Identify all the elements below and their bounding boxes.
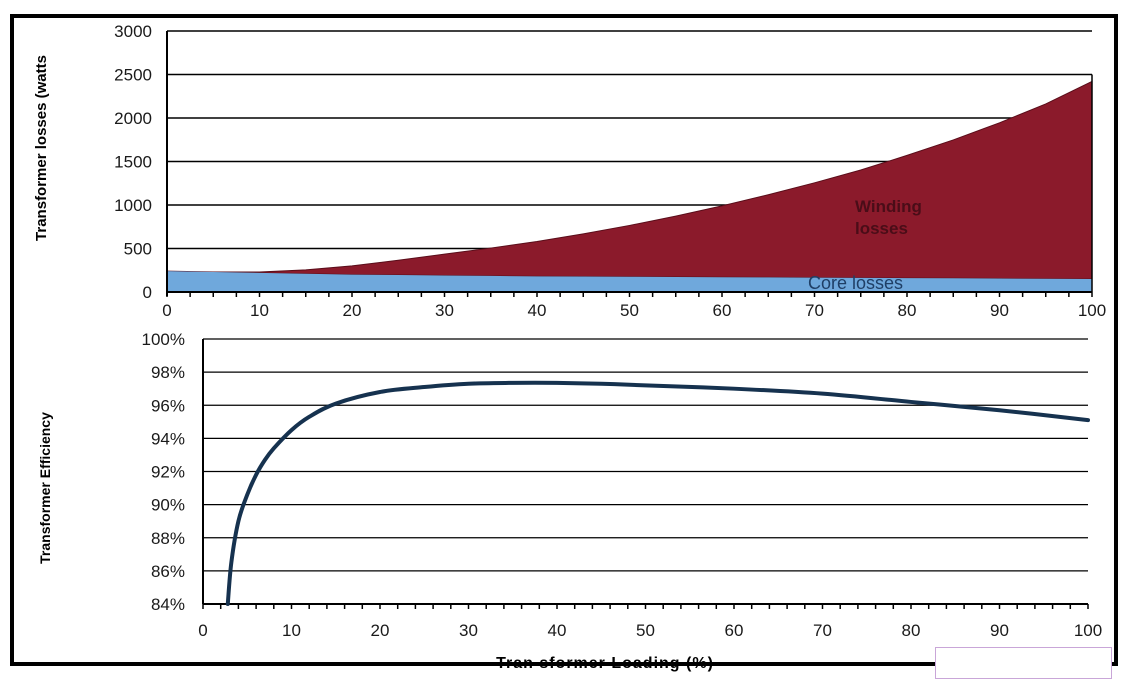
losses-y-tick-label: 2000 [114, 109, 152, 128]
losses-axes [166, 31, 1093, 297]
corner-box [935, 647, 1112, 679]
efficiency-chart: 84% 86% 88% 90% 92% 94% 96% 98% 100% 0 10 20 30 40 50… [37, 330, 1102, 672]
efficiency-x-tick-label: 50 [636, 621, 655, 640]
losses-x-tick-label: 50 [620, 301, 639, 320]
efficiency-x-tick-label: 60 [725, 621, 744, 640]
efficiency-x-tick-label: 10 [282, 621, 301, 640]
losses-y-tick-label: 1000 [114, 196, 152, 215]
efficiency-y-ticks: 84% 86% 88% 90% 92% 94% 96% 98% 100% [142, 330, 185, 614]
winding-losses-annotation-line1: Winding losses [855, 197, 922, 238]
efficiency-x-tick-label: 0 [198, 621, 207, 640]
losses-x-tick-label: 10 [250, 301, 269, 320]
efficiency-x-tick-label: 80 [902, 621, 921, 640]
efficiency-y-tick-label: 92% [151, 463, 185, 482]
losses-x-tick-label: 0 [162, 301, 171, 320]
efficiency-x-tick-label: 30 [459, 621, 478, 640]
losses-x-tick-label: 40 [528, 301, 547, 320]
losses-y-tick-label: 3000 [114, 22, 152, 41]
efficiency-line [225, 380, 1090, 606]
efficiency-y-tick-label: 86% [151, 562, 185, 581]
losses-y-ticks: 0 500 1000 1500 2000 2500 3000 [114, 22, 152, 302]
losses-x-tick-label: 20 [343, 301, 362, 320]
losses-y-tick-label: 2500 [114, 66, 152, 85]
core-losses-annotation: Core losses [808, 273, 903, 293]
losses-x-tick-label: 90 [990, 301, 1009, 320]
efficiency-gridlines [203, 338, 1088, 572]
losses-x-tick-label: 70 [805, 301, 824, 320]
efficiency-y-tick-label: 98% [151, 363, 185, 382]
losses-x-tick-label: 80 [898, 301, 917, 320]
losses-x-tick-label: 100 [1078, 301, 1106, 320]
losses-y-tick-label: 0 [143, 283, 152, 302]
efficiency-y-tick-label: 100% [142, 330, 185, 349]
efficiency-y-tick-label: 96% [151, 396, 185, 415]
efficiency-x-ticks: 0 10 20 30 40 50 60 70 80 90 100 [198, 621, 1102, 640]
efficiency-y-axis-title: Transformer Efficiency [37, 412, 53, 564]
efficiency-x-tick-label: 70 [813, 621, 832, 640]
efficiency-y-tick-label: 94% [151, 429, 185, 448]
losses-y-axis-title: Transformer losses (watts [33, 55, 50, 241]
efficiency-curve [225, 380, 1090, 606]
efficiency-x-tick-label: 90 [990, 621, 1009, 640]
losses-x-ticks: 0 10 20 30 40 50 60 70 80 90 100 [162, 301, 1106, 320]
efficiency-x-tick-label: 40 [548, 621, 567, 640]
losses-y-tick-label: 500 [124, 240, 152, 259]
losses-x-tick-label: 60 [713, 301, 732, 320]
efficiency-x-tick-label: 100 [1074, 621, 1102, 640]
efficiency-axes [202, 339, 1089, 609]
losses-chart: 0 500 1000 1500 2000 2500 3000 0 10 20 30 40 50 60 70… [33, 22, 1106, 320]
losses-y-tick-label: 1500 [114, 153, 152, 172]
figure-border [10, 14, 1118, 666]
efficiency-x-axis-title: Tran sformer Loading (%) [496, 655, 714, 672]
efficiency-x-tick-label: 20 [371, 621, 390, 640]
losses-x-tick-label: 30 [435, 301, 454, 320]
core-losses-area [167, 271, 1092, 292]
efficiency-y-tick-label: 88% [151, 529, 185, 548]
efficiency-y-tick-label: 90% [151, 496, 185, 515]
efficiency-y-tick-label: 84% [151, 595, 185, 614]
